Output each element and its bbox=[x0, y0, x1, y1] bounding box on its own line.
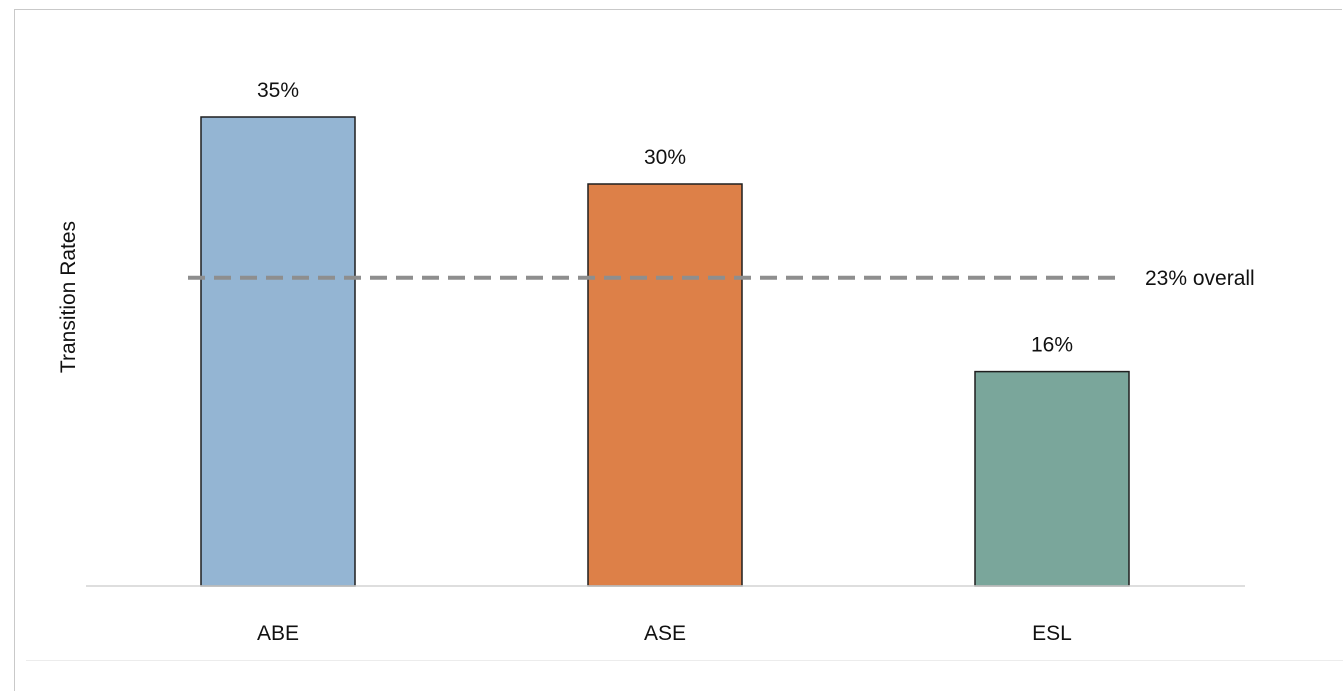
bar-ase bbox=[587, 183, 743, 587]
bars-layer bbox=[200, 116, 1130, 587]
bar-abe bbox=[200, 116, 356, 587]
y-axis-title: Transition Rates bbox=[57, 221, 80, 373]
reference-line-label: 23% overall bbox=[1145, 267, 1255, 290]
x-tick-label-abe: ABE bbox=[257, 622, 299, 645]
data-label-abe: 35% bbox=[257, 79, 299, 102]
bar-esl bbox=[974, 370, 1130, 587]
frame-bottom-rule bbox=[26, 660, 1343, 661]
data-label-esl: 16% bbox=[1031, 334, 1073, 357]
data-label-ase: 30% bbox=[644, 146, 686, 169]
x-tick-label-ase: ASE bbox=[644, 622, 686, 645]
labels-layer: 35% ABE 30% ASE 16% ESL bbox=[257, 79, 1073, 645]
x-tick-label-esl: ESL bbox=[1032, 622, 1072, 645]
